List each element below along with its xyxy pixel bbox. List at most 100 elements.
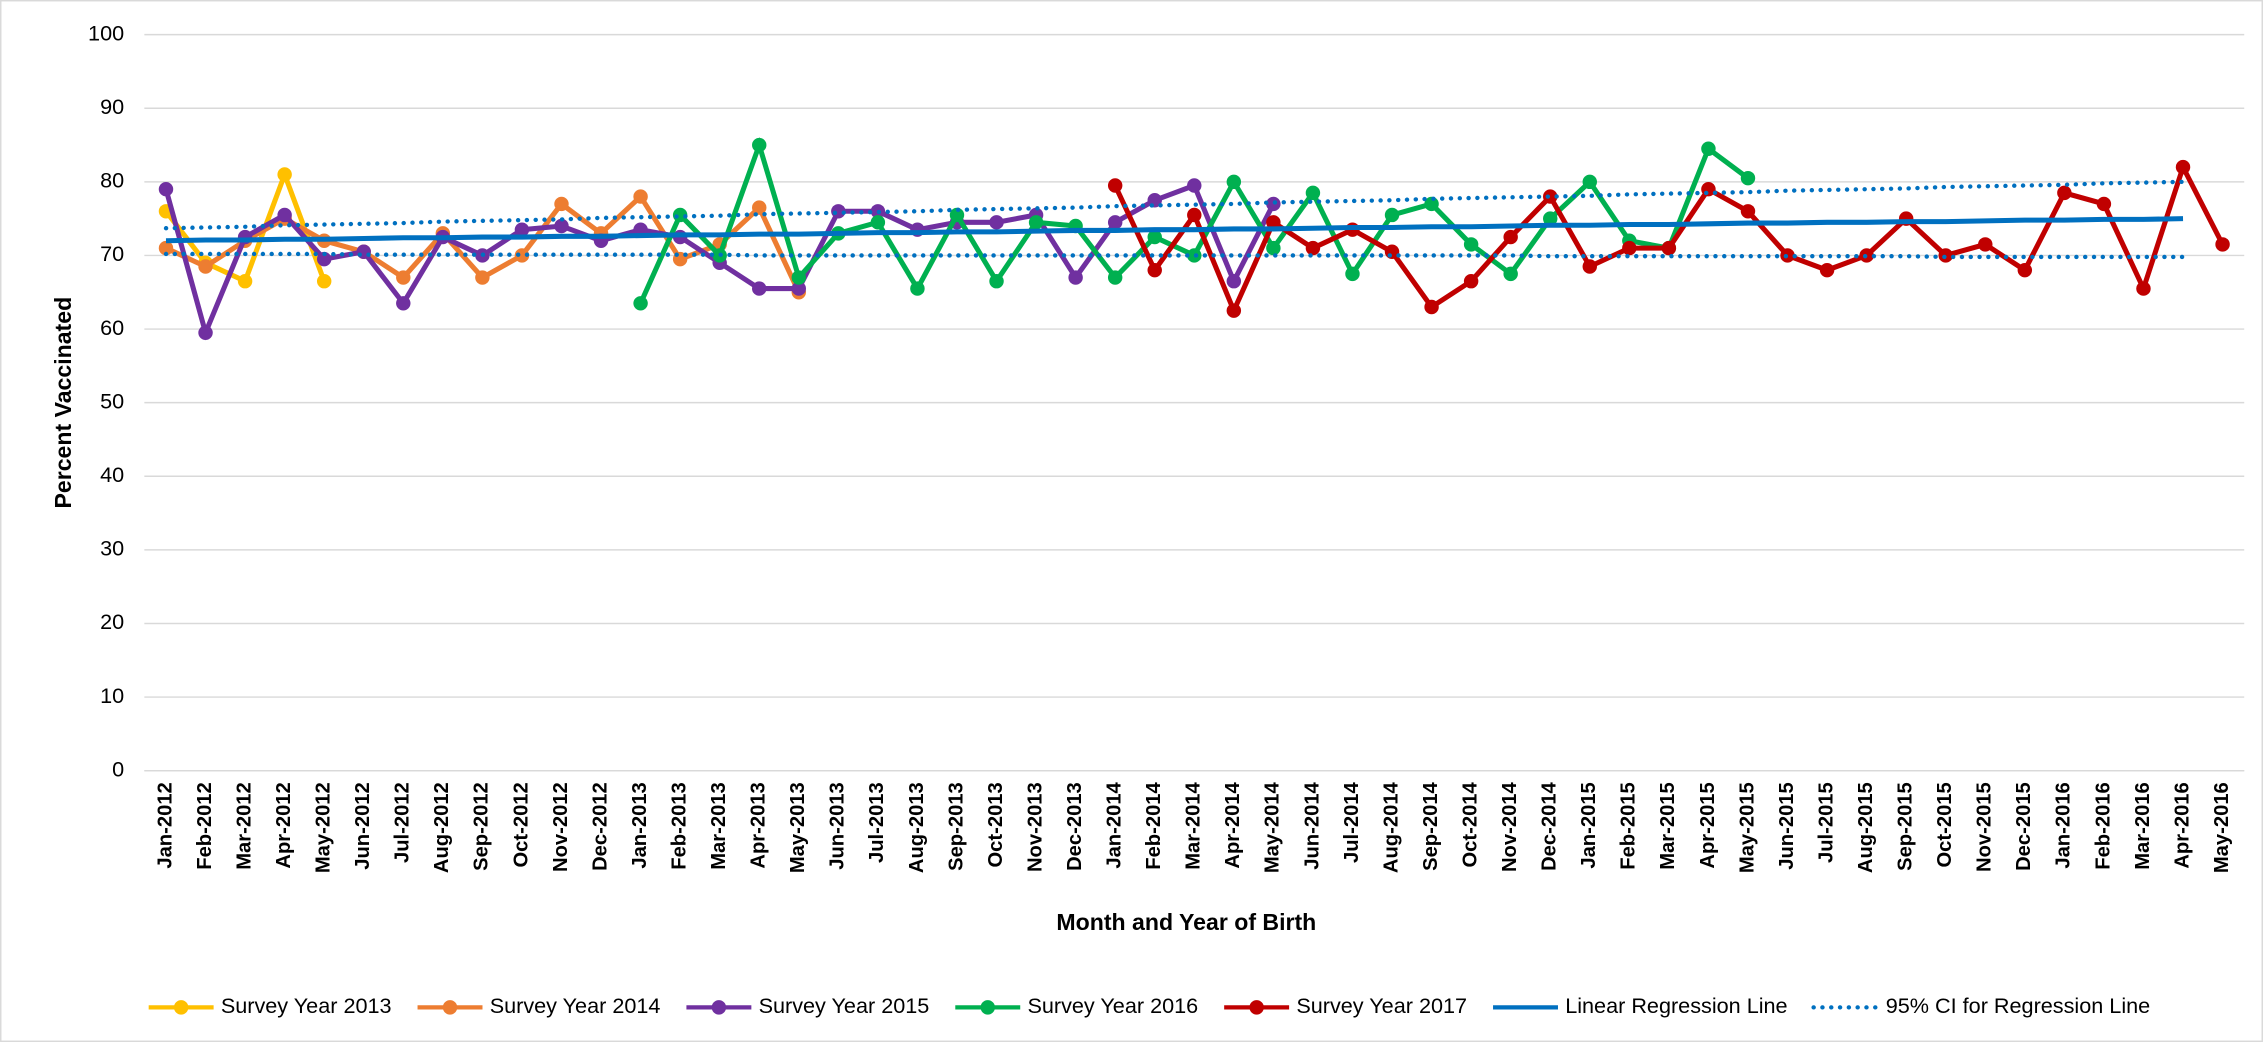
legend-label: Survey Year 2016 xyxy=(1027,993,1198,1018)
data-point xyxy=(752,281,767,296)
y-tick-label: 30 xyxy=(100,536,124,561)
y-tick-label: 20 xyxy=(100,609,124,634)
data-point xyxy=(1147,229,1162,245)
data-point xyxy=(1740,204,1756,219)
data-point xyxy=(277,207,292,223)
data-point xyxy=(949,207,965,223)
data-point xyxy=(1068,270,1083,285)
data-point xyxy=(752,200,767,215)
x-tick-label: May-2014 xyxy=(1262,781,1284,873)
x-tick-label: Dec-2015 xyxy=(2013,782,2035,871)
data-point xyxy=(1305,185,1321,201)
x-tick-label: Jun-2015 xyxy=(1776,782,1798,870)
data-point xyxy=(1463,237,1479,252)
data-point xyxy=(1187,207,1202,223)
legend-label: Linear Regression Line xyxy=(1565,993,1787,1018)
series-line xyxy=(163,251,2186,260)
legend-label: Survey Year 2015 xyxy=(759,993,930,1018)
x-tick-label: Apr-2016 xyxy=(2171,782,2193,868)
x-tick-label: Aug-2012 xyxy=(431,782,453,873)
data-point xyxy=(1740,170,1756,186)
x-tick-label: Feb-2014 xyxy=(1143,781,1165,869)
data-point xyxy=(554,218,569,234)
data-point xyxy=(2175,159,2191,175)
x-tick-label: Aug-2015 xyxy=(1855,782,1877,873)
data-point xyxy=(1622,240,1637,256)
x-tick-label: Oct-2012 xyxy=(510,782,532,867)
x-tick-label: Sep-2015 xyxy=(1895,782,1917,871)
x-tick-label: Nov-2014 xyxy=(1499,781,1521,872)
y-tick-label: 40 xyxy=(100,462,124,487)
x-tick-label: Feb-2012 xyxy=(194,782,216,870)
x-tick-label: Sep-2014 xyxy=(1420,781,1442,870)
data-point xyxy=(198,259,213,274)
x-tick-label: Mar-2014 xyxy=(1183,781,1205,869)
data-point xyxy=(791,270,806,285)
data-point xyxy=(396,270,411,285)
x-tick-label: Apr-2014 xyxy=(1222,781,1244,868)
x-tick-label: Jul-2013 xyxy=(866,782,888,863)
x-tick-label: Mar-2015 xyxy=(1657,782,1679,870)
data-point xyxy=(1187,178,1202,193)
x-tick-label: Oct-2014 xyxy=(1459,781,1481,867)
data-point xyxy=(1345,266,1360,282)
data-point xyxy=(1543,189,1558,204)
y-tick-label: 0 xyxy=(112,756,124,781)
data-point xyxy=(1107,215,1123,230)
x-tick-label: Aug-2014 xyxy=(1380,781,1402,873)
data-point xyxy=(396,296,411,311)
data-point xyxy=(1701,141,1716,156)
x-tick-label: Dec-2012 xyxy=(589,782,611,871)
data-point xyxy=(1107,270,1123,285)
x-tick-label: Apr-2012 xyxy=(273,782,295,868)
series-line xyxy=(165,216,2184,244)
data-point xyxy=(2136,281,2151,296)
x-tick-label: Jun-2013 xyxy=(827,782,849,870)
legend-marker xyxy=(980,1000,995,1015)
data-point xyxy=(910,281,925,296)
x-tick-label: Sep-2013 xyxy=(945,782,967,871)
y-tick-label: 80 xyxy=(100,168,124,193)
data-point xyxy=(554,196,569,212)
data-point xyxy=(1147,262,1162,278)
x-tick-label: May-2015 xyxy=(1736,782,1758,873)
data-point xyxy=(514,222,530,237)
y-tick-label: 100 xyxy=(88,20,124,45)
y-tick-label: 70 xyxy=(100,241,124,266)
y-axis-title: Percent Vaccinated xyxy=(50,297,76,509)
data-point xyxy=(989,273,1004,289)
legend-label: 95% CI for Regression Line xyxy=(1886,993,2150,1018)
x-tick-label: Jan-2013 xyxy=(629,782,651,868)
legend-marker xyxy=(711,1000,727,1015)
x-tick-label: Sep-2012 xyxy=(471,782,493,871)
legend-marker xyxy=(442,1000,458,1015)
data-point xyxy=(1107,178,1123,193)
data-point xyxy=(633,296,648,311)
y-tick-label: 10 xyxy=(100,683,124,708)
y-tick-label: 50 xyxy=(100,388,124,413)
data-point xyxy=(2057,185,2072,201)
data-point xyxy=(1226,273,1242,289)
data-point xyxy=(1266,240,1281,256)
data-point xyxy=(1503,229,1518,245)
data-point xyxy=(1543,211,1558,226)
data-point xyxy=(870,215,886,230)
data-point xyxy=(1463,273,1479,289)
x-tick-label: Jun-2014 xyxy=(1301,781,1323,869)
data-point xyxy=(989,215,1004,230)
data-point xyxy=(1305,240,1321,256)
data-point xyxy=(277,167,292,182)
x-tick-label: Jun-2012 xyxy=(352,782,374,870)
y-tick-label: 90 xyxy=(100,94,124,119)
data-point xyxy=(514,248,530,263)
x-tick-label: Jan-2014 xyxy=(1104,781,1126,868)
data-point xyxy=(1424,299,1439,315)
data-point xyxy=(316,273,332,289)
data-point xyxy=(1819,262,1835,278)
x-tick-label: Feb-2015 xyxy=(1618,782,1640,870)
data-point xyxy=(1503,266,1518,282)
x-tick-label: Jul-2012 xyxy=(392,782,414,863)
